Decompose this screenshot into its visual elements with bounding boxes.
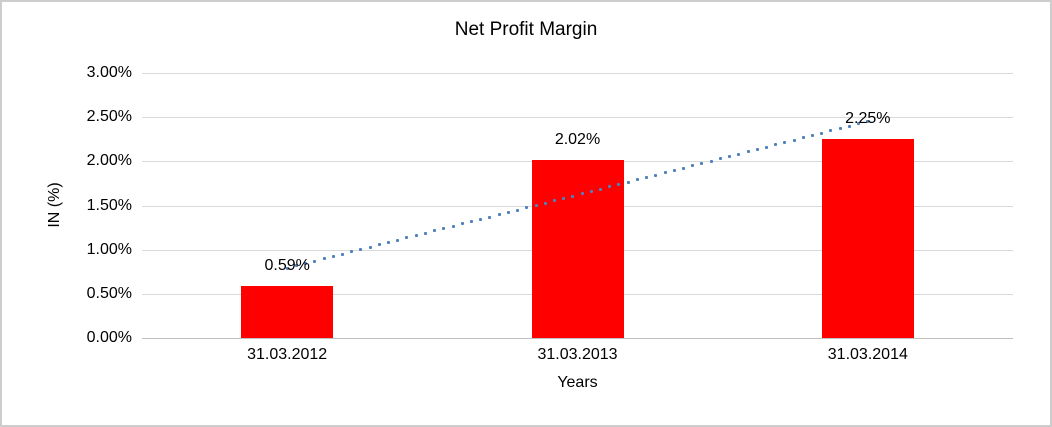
trendline-dot	[774, 143, 778, 147]
trendline-dot	[691, 164, 695, 168]
trendline-dot	[479, 217, 483, 221]
trendline-dot	[700, 161, 704, 165]
trendline-dot	[829, 129, 833, 133]
trendline-dot	[497, 213, 501, 217]
trendline-dot	[516, 208, 520, 212]
trendline-dot	[562, 196, 566, 200]
trendline-dot	[506, 210, 510, 214]
trendline-dot	[608, 185, 612, 189]
trendline-dot	[470, 220, 473, 224]
y-tick-label: 2.00%	[86, 152, 132, 170]
bar	[821, 139, 914, 338]
bar	[531, 159, 624, 338]
bar-data-label: 2.02%	[554, 130, 601, 148]
trendline-dot	[728, 154, 732, 158]
y-tick-label: 0.50%	[86, 284, 132, 302]
trendline-dot	[543, 201, 547, 205]
trendline-dot	[331, 255, 335, 259]
trendline-dot	[423, 231, 427, 235]
bar-data-label: 2.25%	[845, 110, 891, 128]
trendline-dot	[589, 189, 593, 193]
trendline-dot	[635, 178, 639, 182]
trendline-dot	[645, 175, 649, 179]
trendline-dot	[866, 120, 870, 124]
trendline-dot	[580, 192, 584, 196]
trendline-dot	[405, 236, 409, 240]
trendline-dot	[534, 203, 538, 207]
trendline-dot	[368, 245, 372, 249]
trendline-dot	[672, 168, 676, 172]
trendline-dot	[820, 131, 824, 135]
gridline	[142, 73, 1013, 74]
trendline-dot	[654, 173, 658, 177]
trendline-dot	[663, 171, 667, 175]
trendline-dot	[525, 206, 529, 210]
trendline-dot	[552, 199, 556, 203]
trendline-dot	[857, 122, 861, 126]
trendline-dot	[322, 257, 326, 261]
y-tick-label: 1.50%	[86, 196, 132, 214]
trendline-dot	[304, 262, 308, 266]
trendline-dot	[571, 194, 575, 198]
bar-data-label: 0.59%	[264, 256, 310, 274]
trendline-dot	[709, 159, 713, 163]
trendline-dot	[359, 248, 363, 252]
x-axis-line	[142, 338, 1013, 339]
trendline-dot	[451, 224, 455, 228]
trendline-dot	[433, 229, 437, 233]
trendline-dot	[838, 127, 842, 131]
x-tick-label: 31.03.2013	[537, 346, 618, 363]
trendline-dot	[294, 264, 298, 268]
trendline-dot	[414, 234, 418, 238]
trendline-dot	[387, 241, 391, 245]
trendline-dot	[764, 145, 768, 149]
y-tick-label: 2.50%	[86, 108, 132, 126]
trendline-dot	[737, 152, 741, 156]
y-tick-label: 3.00%	[86, 64, 132, 81]
trendline-dot	[811, 134, 815, 138]
trendline-dot	[313, 259, 317, 263]
y-tick-label: 0.00%	[86, 329, 132, 346]
x-tick-label: 31.03.2012	[247, 346, 328, 363]
x-tick-label: 31.03.2014	[827, 346, 908, 363]
bar	[241, 285, 334, 338]
trendline-dot	[801, 136, 805, 140]
trendline-dot	[617, 182, 621, 186]
trendline-dot	[718, 157, 722, 161]
trendline-dot	[626, 180, 630, 184]
trendline-dot	[340, 252, 344, 256]
trendline-dot	[847, 124, 851, 128]
trendline-dot	[442, 227, 446, 231]
trendline-dot	[396, 238, 400, 242]
trendline-dot	[783, 141, 787, 145]
trendline-dot	[460, 222, 464, 226]
trendline-dot	[285, 266, 289, 270]
x-axis-title: Years	[557, 374, 598, 391]
trendline-dot	[681, 166, 685, 170]
trendline-dot	[792, 138, 796, 142]
trendline-dot	[746, 150, 750, 154]
trendline-dot	[350, 250, 354, 254]
trendline-dot	[755, 148, 759, 151]
y-tick-label: 1.00%	[86, 240, 132, 258]
trendline-dot	[488, 215, 492, 219]
gridline	[142, 117, 1013, 119]
chart-title: Net Profit Margin	[454, 19, 598, 40]
trendline-dot	[599, 187, 603, 191]
trendline-dot	[377, 243, 381, 247]
